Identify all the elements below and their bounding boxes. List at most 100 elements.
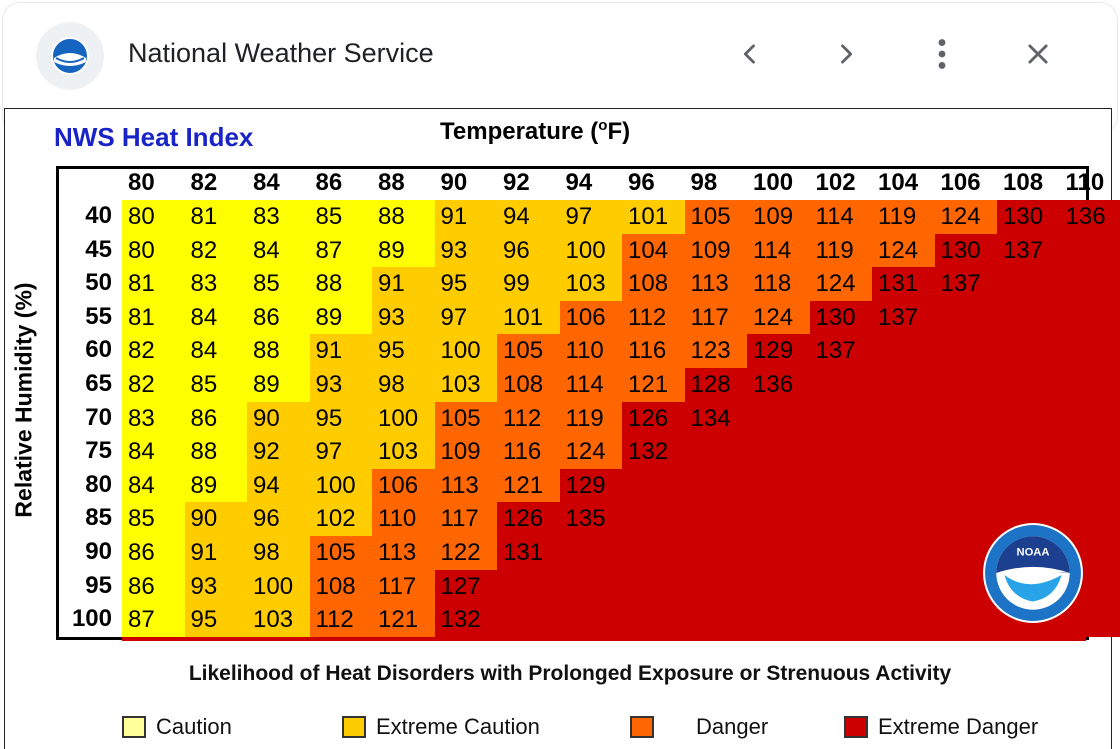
heat-index-cell — [872, 536, 935, 570]
heat-index-cell: 93 — [185, 570, 248, 604]
temperature-header: 82 — [191, 168, 218, 198]
heat-index-cell: 81 — [185, 200, 248, 234]
heat-index-cell — [872, 469, 935, 503]
heat-index-cell: 88 — [247, 334, 310, 368]
legend-swatch-danger — [630, 716, 654, 738]
heat-index-cell — [1060, 234, 1120, 268]
heat-index-cell — [747, 536, 810, 570]
heat-index-cell: 117 — [685, 301, 748, 335]
heat-index-cell — [560, 570, 623, 604]
heat-index-cell — [997, 334, 1060, 368]
heat-index-cell — [810, 368, 873, 402]
heat-index-cell: 83 — [122, 402, 185, 436]
heat-index-cell: 132 — [435, 603, 498, 637]
heat-index-cell: 124 — [872, 234, 935, 268]
heat-index-cell: 83 — [247, 200, 310, 234]
heat-index-cell — [560, 536, 623, 570]
heat-index-cell: 86 — [122, 570, 185, 604]
heat-index-cell: 132 — [622, 435, 685, 469]
site-favicon — [36, 22, 104, 90]
heat-index-cell: 89 — [310, 301, 373, 335]
heat-index-cell: 81 — [122, 301, 185, 335]
heat-index-cell: 134 — [685, 402, 748, 436]
heat-index-cell: 105 — [685, 200, 748, 234]
heat-index-cell: 119 — [872, 200, 935, 234]
heat-index-cell: 128 — [685, 368, 748, 402]
temperature-header: 100 — [753, 168, 793, 198]
heat-index-cell: 114 — [747, 234, 810, 268]
back-button[interactable] — [726, 30, 774, 78]
heat-index-cell: 130 — [935, 234, 998, 268]
heat-index-cell: 117 — [372, 570, 435, 604]
heat-index-cell: 98 — [372, 368, 435, 402]
heat-index-cell — [810, 603, 873, 637]
heat-index-cell: 118 — [747, 267, 810, 301]
heat-index-cell: 109 — [435, 435, 498, 469]
heat-index-cell: 124 — [747, 301, 810, 335]
heat-index-cell: 95 — [435, 267, 498, 301]
heat-index-cell — [872, 402, 935, 436]
heat-index-cell: 100 — [310, 469, 373, 503]
heat-index-cell: 91 — [435, 200, 498, 234]
heat-index-cell: 97 — [560, 200, 623, 234]
noaa-logo-wordmark: NOAA — [1017, 547, 1050, 559]
heat-index-cell — [1060, 402, 1120, 436]
heat-index-cell — [872, 368, 935, 402]
heat-index-cell: 102 — [310, 502, 373, 536]
forward-button[interactable] — [822, 30, 870, 78]
heat-index-cell: 103 — [560, 267, 623, 301]
heat-index-cell — [935, 402, 998, 436]
heat-index-cell: 109 — [685, 234, 748, 268]
heat-index-cell: 100 — [372, 402, 435, 436]
close-icon — [1024, 40, 1052, 68]
heat-index-cell — [622, 570, 685, 604]
chevron-right-icon — [832, 40, 860, 68]
heat-index-cell: 94 — [497, 200, 560, 234]
heat-index-cell: 103 — [247, 603, 310, 637]
heat-index-cell — [872, 502, 935, 536]
humidity-row-label: 80 — [62, 471, 112, 499]
temperature-header: 110 — [1066, 168, 1105, 198]
heat-index-cell: 105 — [497, 334, 560, 368]
heat-index-cell — [810, 536, 873, 570]
humidity-row-label: 55 — [62, 303, 112, 331]
more-options-button[interactable] — [918, 30, 966, 78]
temperature-header: 90 — [441, 168, 468, 198]
temperature-header: 96 — [628, 168, 655, 198]
site-title: National Weather Service — [128, 38, 434, 69]
heat-index-cell: 94 — [247, 469, 310, 503]
heat-index-cell — [997, 435, 1060, 469]
heat-index-cell: 124 — [810, 267, 873, 301]
heat-index-cell: 106 — [560, 301, 623, 335]
heat-index-cell — [810, 469, 873, 503]
heat-index-cell: 88 — [372, 200, 435, 234]
humidity-row-label: 85 — [62, 504, 112, 532]
heat-index-cell: 85 — [310, 200, 373, 234]
heat-index-cell — [622, 469, 685, 503]
heat-index-cell: 136 — [1060, 200, 1120, 234]
legend-swatch-extreme-danger — [844, 716, 868, 738]
heat-index-cell: 137 — [997, 234, 1060, 268]
close-button[interactable] — [1014, 30, 1062, 78]
heat-index-cell: 119 — [810, 234, 873, 268]
temperature-header: 84 — [253, 168, 280, 198]
heat-index-cell: 119 — [560, 402, 623, 436]
heat-index-cell: 137 — [810, 334, 873, 368]
legend-swatch-caution — [122, 716, 146, 738]
heat-index-cell: 110 — [372, 502, 435, 536]
heat-index-cell: 80 — [122, 200, 185, 234]
heat-index-cell — [935, 368, 998, 402]
heat-index-cell: 89 — [372, 234, 435, 268]
heat-index-cell: 126 — [622, 402, 685, 436]
heat-index-cell — [872, 435, 935, 469]
legend-label-extreme-caution: Extreme Caution — [376, 714, 540, 740]
heat-index-cell: 108 — [497, 368, 560, 402]
heat-index-cell — [935, 469, 998, 503]
heat-index-cell — [997, 301, 1060, 335]
heat-index-cell — [685, 502, 748, 536]
heat-index-cell — [872, 603, 935, 637]
likelihood-caption: Likelihood of Heat Disorders with Prolon… — [0, 662, 1120, 686]
heat-index-cell: 84 — [247, 234, 310, 268]
humidity-row-label: 65 — [62, 370, 112, 398]
heat-index-cell — [747, 402, 810, 436]
